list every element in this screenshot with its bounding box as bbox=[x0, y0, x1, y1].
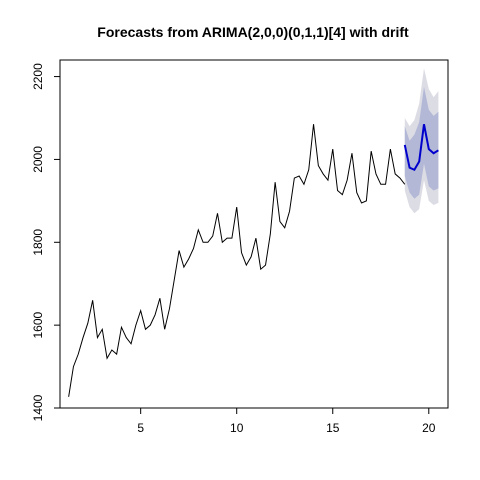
series-line-observed bbox=[68, 124, 406, 397]
series-lines bbox=[68, 124, 439, 397]
x-tick-label: 5 bbox=[137, 421, 144, 435]
plot-frame bbox=[59, 59, 449, 409]
y-tick-label: 2000 bbox=[31, 146, 45, 173]
x-axis: 5 10 15 20 bbox=[137, 407, 436, 435]
y-tick-label: 1800 bbox=[31, 229, 45, 256]
y-axis: 1400 1600 1800 2000 2200 bbox=[31, 63, 61, 421]
series-line-forecast bbox=[403, 124, 439, 172]
x-tick-label: 15 bbox=[326, 421, 340, 435]
x-tick-label: 10 bbox=[230, 421, 244, 435]
y-tick-label: 1600 bbox=[31, 311, 45, 338]
chart-title: Forecasts from ARIMA(2,0,0)(0,1,1)[4] wi… bbox=[97, 24, 409, 40]
x-tick-label: 20 bbox=[422, 421, 436, 435]
y-tick-label: 1400 bbox=[31, 394, 45, 421]
y-tick-label: 2200 bbox=[31, 63, 45, 90]
